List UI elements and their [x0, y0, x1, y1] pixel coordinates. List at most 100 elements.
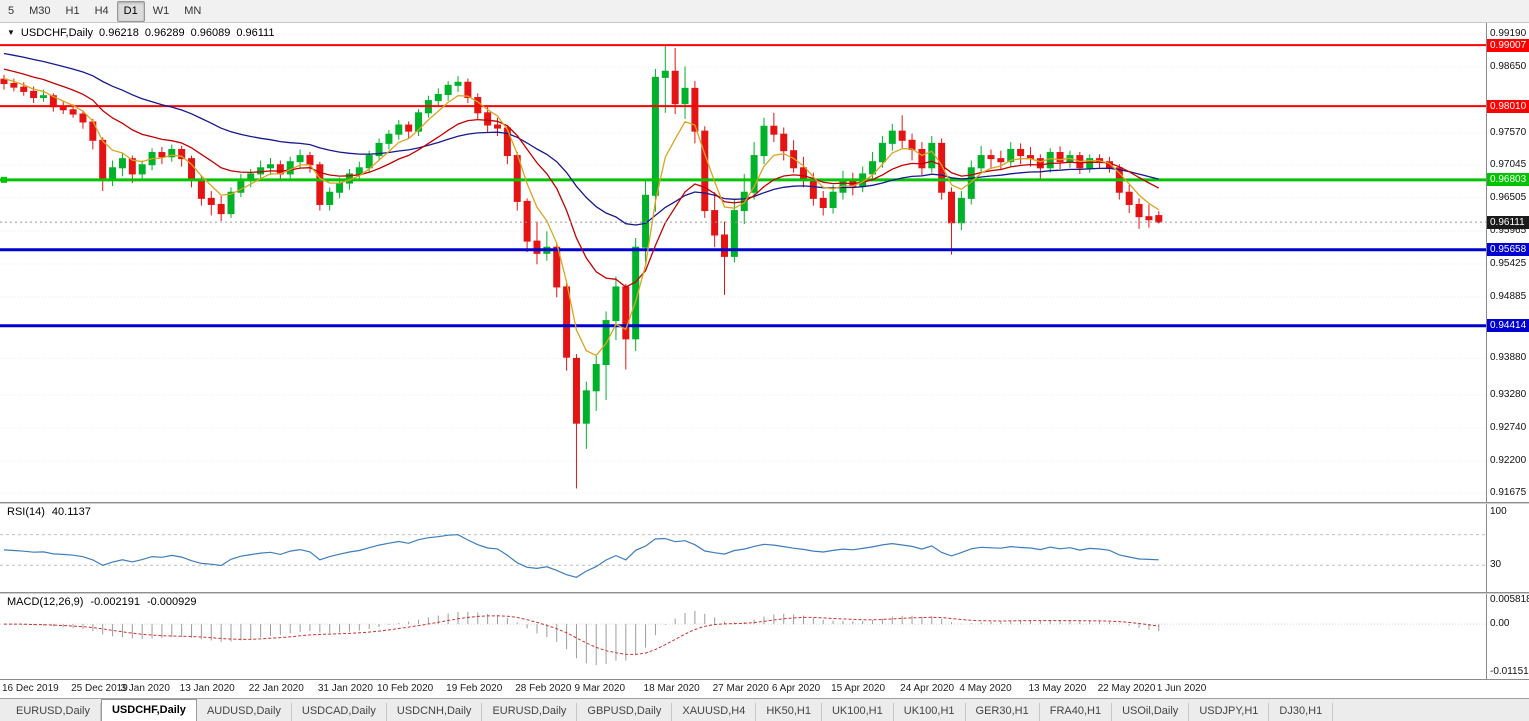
price-axis-label: 0.93880: [1490, 352, 1527, 364]
ma-medium-line: [3, 68, 1160, 288]
time-axis-label: 16 Dec 2019: [2, 683, 59, 694]
chart-tab-xauusd-h4[interactable]: XAUUSD,H4: [672, 703, 757, 721]
price-axis-label: 0.92740: [1490, 422, 1527, 434]
price-axis-label: 0.95425: [1490, 258, 1527, 270]
chart-tab-gbpusd-daily[interactable]: GBPUSD,Daily: [577, 703, 673, 721]
macd-histogram: [13, 610, 1160, 666]
timeframe-button-5[interactable]: 5: [8, 4, 15, 17]
chart-tab-usoil-daily[interactable]: USOil,Daily: [1112, 703, 1190, 721]
chart-tab-uk100-h1[interactable]: UK100,H1: [894, 703, 966, 721]
macd-axis-label: 0.00: [1490, 618, 1510, 630]
macd-canvas[interactable]: [0, 594, 1486, 679]
rsi-panel: 100 30 RSI(14) 40.1137: [0, 504, 1529, 592]
timeframe-button-w1[interactable]: W1: [152, 4, 170, 17]
price-badge-0.98010: 0.98010: [1487, 99, 1529, 113]
time-axis-label: 22 Jan 2020: [248, 683, 304, 694]
price-gridlines: [0, 33, 1486, 494]
time-axis-label: 15 Apr 2020: [831, 683, 886, 694]
time-axis-label: 31 Jan 2020: [317, 683, 373, 694]
rsi-value: 40.1137: [51, 506, 91, 518]
time-axis-label: 9 Mar 2020: [574, 683, 626, 694]
price-badge-0.94414: 0.94414: [1487, 319, 1529, 333]
ohlc-open: 0.96218: [99, 27, 139, 39]
timeframe-button-d1[interactable]: D1: [116, 0, 145, 22]
time-axis-label: 13 Jan 2020: [179, 683, 235, 694]
price-axis-label: 0.98650: [1490, 60, 1527, 72]
one-click-trading-arrow-icon[interactable]: ▼: [7, 28, 15, 37]
chart-tab-ger30-h1[interactable]: GER30,H1: [966, 703, 1040, 721]
chart-tab-audusd-daily[interactable]: AUDUSD,Daily: [197, 703, 292, 721]
chart-tab-usdjpy-h1[interactable]: USDJPY,H1: [1189, 703, 1270, 721]
macd-signal-value: -0.000929: [146, 596, 197, 608]
timeframe-button-mn[interactable]: MN: [184, 4, 202, 17]
price-axis-label: 0.97045: [1490, 159, 1527, 171]
time-axis-label: 3 Jan 2020: [120, 683, 170, 694]
candles: [0, 44, 1163, 489]
macd-axis-label: 0.005818: [1490, 594, 1529, 606]
price-badge-0.96803: 0.96803: [1487, 173, 1529, 187]
rsi-axis-label: 30: [1490, 559, 1502, 571]
macd-signal-line: [4, 615, 1159, 655]
price-scale[interactable]: 0.99190 0.98650 0.97570 0.97045 0.96505 0.959…: [1486, 23, 1529, 502]
time-axis-label: 13 May 2020: [1028, 683, 1087, 694]
chart-tab-usdchf-daily[interactable]: USDCHF,Daily: [100, 699, 197, 721]
timeframe-button-h4[interactable]: H4: [94, 4, 109, 17]
chart-ohlc-header: ▼ USDCHF,Daily 0.96218 0.96289 0.96089 0…: [7, 27, 274, 39]
time-axis-label: 10 Feb 2020: [377, 683, 434, 694]
price-axis-label: 0.97570: [1490, 126, 1527, 138]
rsi-line: [3, 534, 1159, 578]
panel-splitter-main-rsi[interactable]: [0, 502, 1529, 504]
main-chart-panel: 0.99190 0.98650 0.97570 0.97045 0.96505 0.959…: [0, 23, 1529, 502]
chart-tab-uk100-h1[interactable]: UK100,H1: [822, 703, 894, 721]
time-axis-label: 22 May 2020: [1097, 683, 1156, 694]
chart-tab-eurusd-daily[interactable]: EURUSD,Daily: [6, 703, 101, 721]
chart-tab-usdcnh-daily[interactable]: USDCNH,Daily: [387, 703, 483, 721]
chart-tab-usdcad-daily[interactable]: USDCAD,Daily: [292, 703, 387, 721]
macd-scale[interactable]: 0.005818 0.00 -0.011514: [1486, 594, 1529, 679]
macd-header: MACD(12,26,9) -0.002191 -0.000929: [7, 596, 197, 608]
price-badge-0.96111: 0.96111: [1487, 215, 1529, 229]
macd-value: -0.002191: [90, 596, 140, 608]
chart-tab-fra40-h1[interactable]: FRA40,H1: [1040, 703, 1113, 721]
time-axis-label: 28 Feb 2020: [515, 683, 572, 694]
chart-tab-eurusd-daily[interactable]: EURUSD,Daily: [482, 703, 578, 721]
ma-fast-line: [3, 77, 1160, 357]
chart-tab-hk50-h1[interactable]: HK50,H1: [756, 703, 822, 721]
macd-axis-label: -0.011514: [1490, 665, 1529, 677]
time-scale[interactable]: 16 Dec 2019 25 Dec 2019 3 Jan 2020 13 Jan 2…: [0, 679, 1529, 699]
price-axis-label: 0.95965: [1490, 225, 1527, 237]
macd-label: MACD(12,26,9): [7, 596, 84, 608]
price-badge-0.99007: 0.99007: [1487, 38, 1529, 52]
time-axis-label: 1 Jun 2020: [1156, 683, 1207, 694]
price-badge-0.95658: 0.95658: [1487, 243, 1529, 257]
chart-tabs-bar: EURUSD,Daily USDCHF,Daily AUDUSD,Daily USDC…: [0, 698, 1529, 721]
main-chart-canvas[interactable]: [0, 23, 1486, 502]
hline-handle: [1, 176, 7, 183]
chart-symbol-period: USDCHF,Daily: [20, 27, 94, 39]
chart-tab-dj30-h1[interactable]: DJ30,H1: [1269, 703, 1334, 721]
time-axis-label: 24 Apr 2020: [900, 683, 955, 694]
ma-slow-line: [3, 52, 1159, 226]
price-axis-label: 0.94885: [1490, 291, 1527, 303]
timeframe-button-h1[interactable]: H1: [65, 4, 80, 17]
ohlc-low: 0.96089: [190, 27, 231, 39]
price-axis-label: 0.91675: [1490, 487, 1527, 499]
ohlc-close: 0.96111: [236, 27, 275, 39]
price-axis-label: 0.99190: [1490, 27, 1527, 39]
time-axis-label: 19 Feb 2020: [446, 683, 503, 694]
rsi-canvas[interactable]: [0, 504, 1486, 592]
time-axis-label: 27 Mar 2020: [712, 683, 769, 694]
time-axis-label: 18 Mar 2020: [643, 683, 700, 694]
rsi-axis-label: 100: [1490, 505, 1507, 517]
panel-splitter-rsi-macd[interactable]: [0, 592, 1529, 594]
price-axis-label: 0.96505: [1490, 192, 1527, 204]
macd-panel: 0.005818 0.00 -0.011514 MACD(12,26,9) -0.0…: [0, 594, 1529, 679]
time-axis-label: 4 May 2020: [959, 683, 1012, 694]
timeframe-button-m30[interactable]: M30: [29, 4, 51, 17]
rsi-scale[interactable]: 100 30: [1486, 504, 1529, 592]
time-axis-label: 6 Apr 2020: [771, 683, 821, 694]
timeframe-toolbar: 5 M30 H1 H4 D1 W1 MN: [0, 0, 1529, 23]
rsi-header: RSI(14) 40.1137: [7, 506, 91, 518]
time-axis-label: 25 Dec 2019: [71, 683, 128, 694]
